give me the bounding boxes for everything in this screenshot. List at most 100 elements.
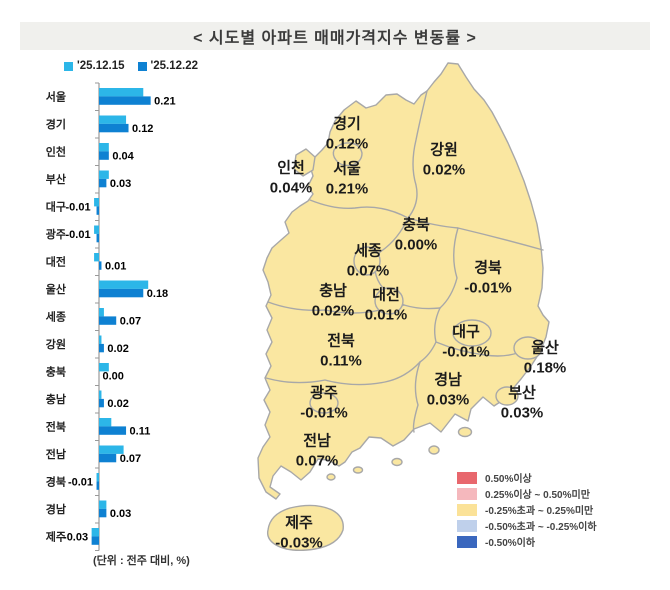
map-region-value: 0.00% [395, 236, 438, 253]
map-legend-row: 0.25%이상 ~ 0.50%미만 [457, 487, 597, 501]
map-color-legend: 0.50%이상 0.25%이상 ~ 0.50%미만 -0.25%초과 ~ 0.25%… [457, 471, 597, 549]
map-region-value: -0.03% [275, 534, 323, 551]
map-region-name: 전북 [327, 332, 355, 349]
map-island [326, 473, 336, 481]
category-label: 충남 [46, 392, 66, 406]
value-label: 0.07 [120, 453, 141, 465]
bar-prev-week [91, 528, 99, 537]
bar-latest-week [96, 233, 99, 243]
map-region-name: 제주 [285, 514, 313, 531]
map-legend-row: -0.25%초과 ~ 0.25%미만 [457, 503, 597, 517]
map-region-value: 0.02% [423, 161, 466, 178]
map-region-name: 울산 [531, 339, 559, 356]
map-incheon-shape [293, 148, 316, 177]
bar-prev-week [99, 445, 124, 454]
map-region-name: 충남 [319, 282, 347, 299]
map-region-value: -0.01% [300, 404, 348, 421]
legend-item-week2: '25.12.22 [137, 60, 198, 72]
legend-label-week1: '25.12.15 [77, 60, 125, 72]
category-label: 대전 [46, 254, 66, 268]
map-legend-row: 0.50%이상 [457, 471, 597, 485]
bar-latest-week [99, 453, 117, 463]
category-label: 서울 [46, 89, 66, 103]
map-legend-label: 0.25%이상 ~ 0.50%미만 [485, 490, 590, 501]
value-label: 0.00 [103, 370, 124, 382]
bar-latest-week [99, 398, 104, 408]
map-region-value: 0.21% [326, 180, 369, 197]
legend-swatch-dark-blue [137, 61, 147, 71]
category-label: 경기 [46, 117, 66, 131]
map-island [457, 426, 473, 438]
bar-latest-week [99, 261, 102, 270]
category-label: 대구 [46, 199, 66, 213]
value-label: 0.03 [110, 178, 131, 190]
map-legend-label: -0.50%초과 ~ -0.25%이하 [485, 522, 597, 533]
bar-latest-week [99, 123, 129, 133]
map-region-name: 서울 [333, 160, 361, 177]
category-label: 충북 [46, 364, 66, 378]
map-region-name: 부산 [508, 384, 536, 401]
bar-prev-week [99, 363, 109, 372]
map-legend-row: -0.50%이하 [457, 535, 597, 549]
category-label: 울산 [46, 282, 66, 296]
bar-prev-week [99, 170, 109, 179]
map-legend-swatch [457, 487, 477, 500]
bar-latest-week [96, 206, 99, 215]
map-region-name: 강원 [430, 140, 458, 158]
map-legend-swatch [457, 471, 477, 484]
map-island [352, 466, 364, 474]
value-label: 0.02 [107, 398, 128, 410]
value-label: 0.02 [107, 343, 128, 355]
map-legend-label: 0.50%이상 [485, 474, 532, 485]
map-gwangju-shape [309, 392, 339, 414]
map-legend-row: -0.50%초과 ~ -0.25%이하 [457, 519, 597, 533]
map-jeju-shape [266, 504, 344, 552]
category-label: 강원 [46, 337, 66, 351]
value-label: 0.21 [154, 95, 175, 107]
category-label: 제주 [46, 529, 66, 543]
bar-prev-week [94, 198, 99, 207]
category-label: 경남 [46, 502, 66, 516]
map-region-name: 충북 [402, 216, 430, 233]
map-region-name: 인천 [277, 158, 305, 176]
map-ulsan-shape [513, 336, 543, 360]
map-island [428, 445, 440, 455]
value-label: -0.03 [63, 531, 88, 543]
map-region-name: 대구 [452, 323, 480, 340]
map-island [391, 457, 403, 467]
bar-prev-week [96, 473, 99, 482]
map-region-value: 0.03% [501, 404, 544, 421]
page-title: < 시도별 아파트 매매가격지수 변동률 > [20, 22, 650, 50]
bar-latest-week [99, 343, 104, 353]
korea-map: 경기 0.12% 강원 0.02% 인천 0.04% 서울 0.21% 충북 0.00% 세종 0.0… [257, 62, 567, 552]
map-region-name: 세종 [354, 242, 382, 259]
bar-latest-week [91, 536, 99, 545]
bar-latest-week [96, 481, 99, 490]
bar-prev-week [99, 500, 107, 509]
value-label: 0.12 [132, 123, 153, 135]
bar-prev-week [94, 253, 99, 262]
category-label: 부산 [46, 172, 66, 186]
bar-latest-week [99, 151, 109, 160]
value-label: -0.01 [66, 201, 91, 213]
category-label: 세종 [46, 309, 66, 323]
map-daejeon-shape [374, 287, 404, 315]
map-region-value: 0.07% [347, 262, 390, 279]
value-label: 0.18 [147, 288, 168, 300]
category-label: 광주 [46, 228, 66, 241]
bar-latest-week [99, 316, 117, 325]
bar-prev-week [99, 308, 104, 317]
value-label: -0.01 [68, 476, 93, 488]
value-label: 0.03 [110, 508, 131, 520]
map-busan-shape [495, 386, 519, 406]
bar-chart-legend: '25.12.15 '25.12.22 [64, 60, 198, 72]
map-seoul-shape [332, 142, 363, 167]
map-region-value: 0.11% [320, 352, 362, 369]
map-region-name: 대전 [372, 286, 400, 303]
map-region-name: 전남 [303, 432, 331, 449]
value-label: 0.04 [112, 150, 134, 162]
bar-prev-week [99, 280, 149, 289]
map-region-name: 경북 [474, 258, 502, 276]
map-labels: 경기 0.12% 강원 0.02% 인천 0.04% 서울 0.21% 충북 0.00% 세종 0.0… [270, 114, 567, 551]
